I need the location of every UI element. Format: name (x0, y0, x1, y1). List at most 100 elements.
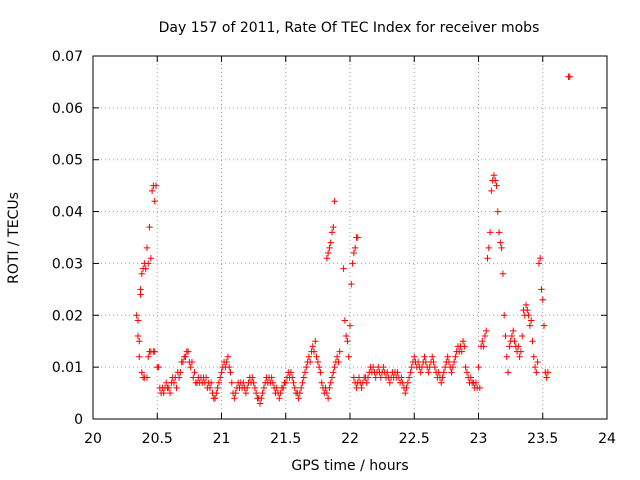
data-point (467, 374, 474, 381)
data-point (244, 384, 251, 392)
data-point (511, 338, 518, 345)
data-point (458, 348, 465, 355)
data-point (301, 369, 309, 376)
data-point (501, 312, 508, 319)
data-point (429, 353, 436, 360)
data-point (486, 229, 494, 236)
data-point (327, 239, 334, 246)
data-point (296, 389, 304, 397)
data-point (494, 208, 501, 215)
data-point (208, 379, 215, 386)
data-point (444, 353, 451, 360)
data-point (142, 265, 149, 272)
data-point (146, 223, 153, 231)
data-point (331, 363, 338, 371)
data-point (452, 353, 459, 360)
data-point (323, 389, 331, 397)
data-point (145, 260, 152, 267)
data-point (143, 374, 151, 381)
data-points (133, 73, 573, 407)
data-point (155, 363, 162, 371)
x-tick-label: 23.5 (527, 431, 558, 447)
data-point (402, 389, 409, 397)
data-point (508, 332, 516, 340)
data-point (268, 374, 275, 381)
data-point (540, 322, 548, 329)
data-point (160, 389, 167, 397)
data-point (336, 348, 343, 355)
data-point (252, 389, 260, 397)
data-point (534, 358, 541, 366)
data-point (295, 395, 302, 402)
x-tick-label: 21.5 (270, 431, 301, 447)
data-point (165, 384, 173, 392)
data-point (335, 358, 342, 366)
data-point (495, 229, 503, 236)
data-point (330, 369, 337, 376)
data-point (425, 369, 432, 376)
x-tick-label: 24 (598, 431, 616, 447)
data-point (323, 255, 331, 262)
data-point (152, 182, 160, 189)
data-point (133, 312, 140, 319)
data-point (279, 384, 287, 392)
data-point (249, 374, 256, 381)
data-point (431, 363, 439, 371)
chart-title: Day 157 of 2011, Rate Of TEC Index for r… (159, 20, 540, 36)
data-point (290, 379, 297, 386)
x-tick-label: 22.5 (399, 431, 430, 447)
data-point (305, 353, 313, 360)
y-tick-label: 0.03 (52, 256, 83, 272)
x-axis-title: GPS time / hours (291, 458, 408, 474)
data-point (490, 172, 498, 179)
data-point (439, 374, 446, 381)
data-point (138, 270, 146, 277)
data-point (306, 358, 314, 366)
data-point (459, 338, 467, 345)
data-point (344, 338, 351, 345)
data-point (498, 244, 505, 252)
data-point (202, 374, 210, 381)
data-point (358, 384, 365, 392)
data-point (328, 374, 336, 381)
data-point (463, 369, 471, 376)
data-point (340, 265, 347, 272)
x-tick-labels: 20 20.5 21 21.5 22 22.5 23 23.5 24 (84, 431, 616, 447)
data-point (538, 286, 545, 293)
data-point (315, 363, 323, 371)
data-point (148, 187, 156, 195)
data-point (351, 244, 359, 252)
data-point (328, 229, 336, 236)
y-tick-label: 0.01 (52, 360, 83, 376)
data-point (134, 332, 142, 340)
data-point (326, 244, 333, 252)
data-point (327, 379, 334, 386)
data-point (309, 343, 316, 350)
data-point (256, 400, 264, 407)
data-point (297, 384, 305, 392)
data-point (533, 369, 540, 376)
data-point (191, 369, 198, 376)
data-point (318, 379, 325, 386)
data-point (404, 379, 412, 386)
data-point (333, 353, 341, 360)
data-point (134, 317, 142, 324)
data-point (300, 374, 307, 381)
data-point (348, 280, 355, 288)
plot-frame (92, 55, 608, 420)
data-point (188, 358, 196, 366)
data-point (215, 379, 223, 386)
data-point (177, 369, 184, 376)
data-point (166, 389, 174, 397)
y-tick-label: 0.02 (52, 308, 83, 324)
data-point (543, 374, 550, 381)
data-point (354, 234, 361, 241)
data-point (211, 395, 219, 402)
data-point (398, 374, 405, 381)
y-tick-label: 0.05 (52, 153, 83, 169)
data-point (170, 379, 178, 386)
data-point (566, 73, 573, 80)
data-point (312, 338, 319, 345)
data-point (151, 348, 158, 355)
data-point (136, 338, 143, 345)
